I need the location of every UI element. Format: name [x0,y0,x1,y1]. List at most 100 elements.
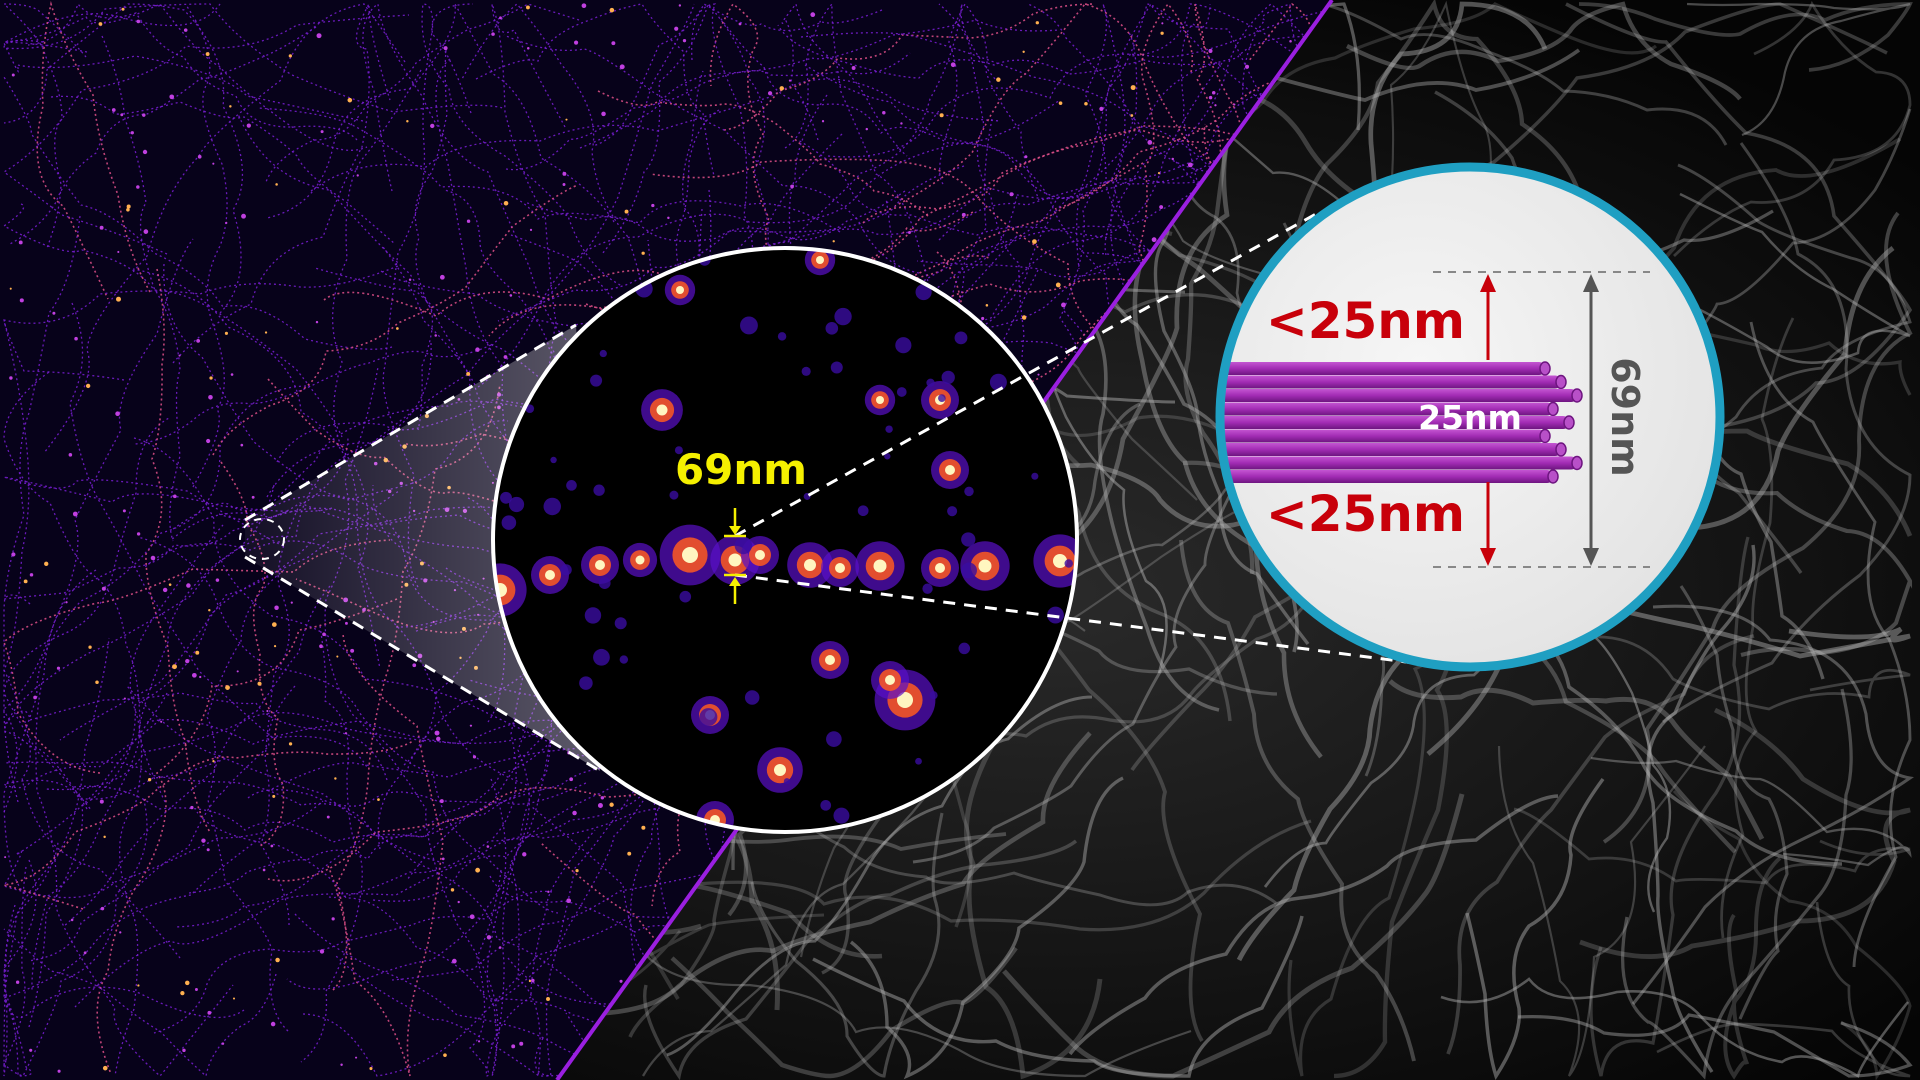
filament [1153,156,1310,646]
localization-spot [246,123,251,128]
localization-spot [674,26,679,31]
localization-spot [801,366,811,376]
localization-spot [529,228,533,232]
filament [1723,856,1782,1080]
localization-spot [915,757,922,765]
filament [372,795,903,902]
localization-spot [126,204,131,209]
filament [3,265,399,381]
localization-spot [503,355,508,359]
localization-spot [11,73,15,77]
localization-spot [1064,559,1073,568]
localization-peak [978,559,992,573]
top-gap-label: <25nm [1266,292,1465,350]
localization-spot [669,490,679,500]
localization-spot [434,730,440,736]
localization-spot [941,370,955,385]
localization-spot [1035,21,1039,25]
localization-spot [322,632,326,637]
localization-spot [320,130,324,134]
filament [1513,807,1911,885]
localization-spot [619,655,629,664]
localization-spot [369,1066,373,1071]
localization-spot [590,374,603,387]
filament [146,719,781,784]
localization-spot [196,338,201,343]
filament [196,811,651,1055]
filament [670,946,1018,1079]
localization-spot [857,505,869,517]
localization-spot [95,680,99,684]
localization-spot [820,799,832,811]
zoom-width-label: 69nm [675,445,807,494]
localization-spot [275,183,278,186]
localization-spot [1099,106,1104,111]
localization-spot [907,231,911,234]
localization-spot [1084,101,1088,106]
localization-peak [656,404,668,416]
filament [1579,707,1911,959]
localization-spot [126,207,130,212]
localization-spot [142,149,148,155]
localization-spot [272,794,276,798]
localization-spot [981,316,985,320]
filament [300,625,363,1063]
filament [812,915,1304,1078]
total-width-label: 69nm [1603,357,1647,477]
zoom-region-marker [239,518,285,560]
localization-spot [288,742,293,746]
localization-spot [1161,22,1164,25]
localization-spot [486,935,492,940]
filament [323,255,992,317]
filament [1662,142,1912,724]
filament [435,58,585,669]
localization-spot [865,127,868,131]
filament [1646,544,1756,1073]
localization-spot [288,54,292,58]
localization-spot [111,108,116,112]
filament [260,435,349,926]
localization-spot [65,601,68,604]
localization-spot [230,373,234,376]
localization-spot [103,835,106,839]
localization-spot [1024,155,1028,159]
filament [3,827,275,1019]
filament-tube-end [1571,455,1583,471]
localization-spot [225,221,228,225]
filament [597,90,930,218]
localization-spot [11,552,16,557]
localization-spot [491,32,495,36]
localization-spot [1061,302,1066,308]
localization-spot [334,777,337,780]
filament [382,3,474,588]
localization-spot [573,40,579,45]
filament [2,719,228,800]
localization-spot [221,1042,225,1045]
localization-spot [519,1041,524,1046]
funnel-line-upper [244,323,577,522]
filament [581,731,1092,1017]
filament [1084,3,1159,265]
localization-spot [1031,472,1039,480]
localization-spot [961,212,966,217]
localization-spot [356,174,359,177]
localization-spot [651,203,655,208]
localization-spot [206,848,210,852]
localization-peak [755,550,765,560]
filament [777,24,1221,79]
localization-spot [522,852,527,857]
filament [302,882,835,1077]
localization-spot [627,851,632,856]
filament [1749,321,1912,968]
localization-spot [406,120,409,123]
filament-tube [1224,443,1561,456]
localization-spot [469,724,473,727]
localization-peak [545,570,555,580]
localization-spot [74,336,78,341]
localization-spot [1211,91,1216,95]
filament [1346,1,1742,101]
filament [912,482,1238,864]
localization-spot [641,251,645,255]
localization-spot [525,404,535,413]
